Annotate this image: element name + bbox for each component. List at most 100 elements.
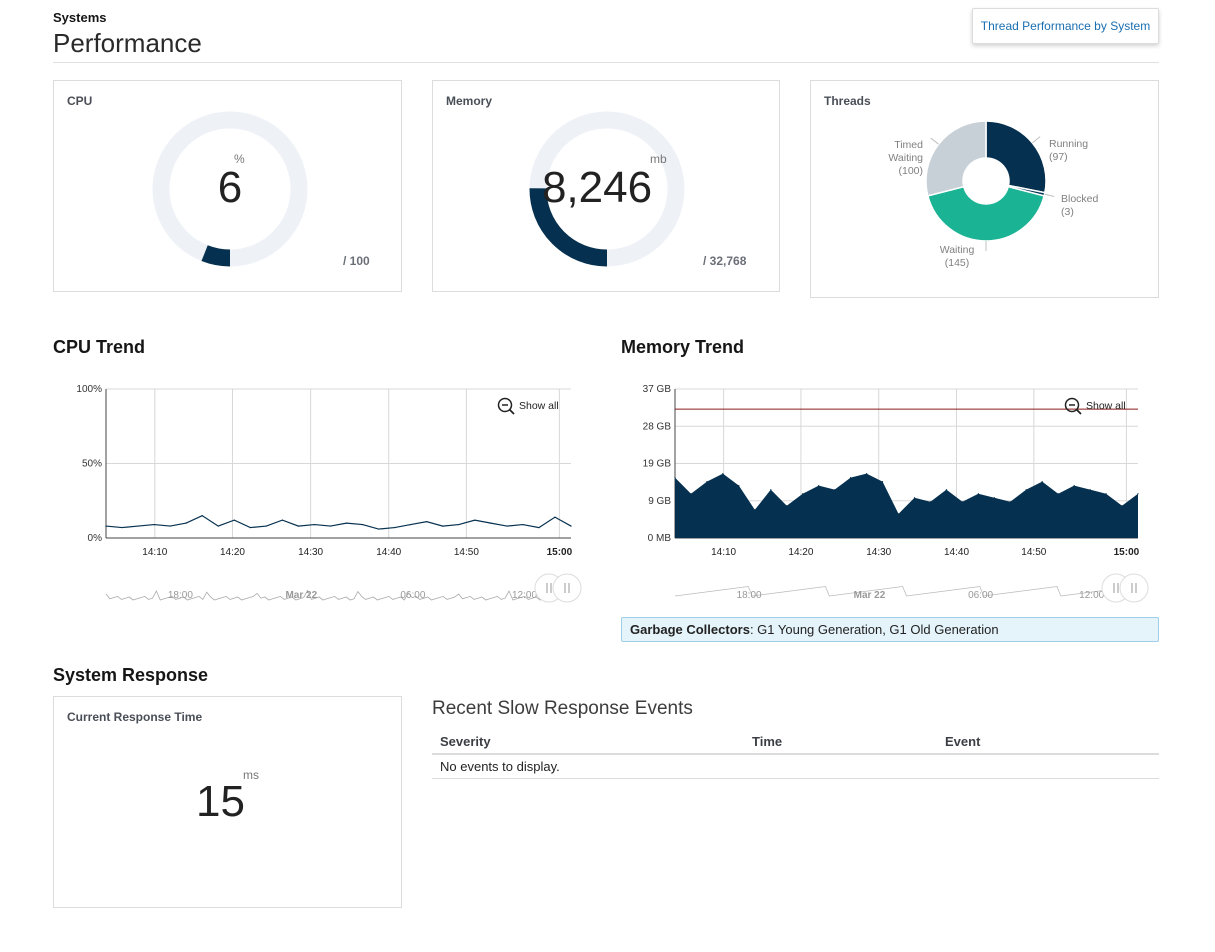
data-point (961, 501, 963, 503)
data-point (265, 525, 267, 527)
x-tick-label: 14:50 (1021, 547, 1046, 558)
navigator-label: 12:00 (1079, 590, 1104, 601)
svg-text:(3): (3) (1061, 206, 1074, 218)
column-severity[interactable]: Severity (432, 730, 744, 755)
zoom-out-icon (497, 397, 513, 413)
data-point (394, 526, 396, 529)
threads-slice-label-2: Waiting(145) (940, 244, 975, 269)
cpu-gauge-fill (201, 245, 231, 267)
column-event[interactable]: Event (937, 730, 1159, 755)
threads-connector-0 (1032, 136, 1041, 144)
data-point (1025, 489, 1027, 491)
x-tick-label: 14:40 (944, 547, 969, 558)
threads-connector-3 (930, 137, 939, 145)
y-tick-label: 37 GB (643, 384, 672, 395)
memory-trend-chart: 37 GB 28 GB 19 GB 9 GB 0 MB 14:10 14:20 14:30 14… (643, 384, 1149, 603)
data-point (1089, 489, 1091, 491)
thread-performance-button[interactable]: Thread Performance by System (972, 8, 1159, 44)
data-point (850, 476, 852, 479)
data-point (297, 525, 300, 527)
data-point (426, 521, 428, 523)
cpu-trend-chart: 100% 50% 0% 14:10 14:20 14:30 14:40 14:50 15:00 S… (76, 384, 582, 603)
data-point (1105, 493, 1107, 495)
navigator-handle[interactable] (552, 573, 582, 603)
show-all-button[interactable]: Show all (497, 397, 559, 415)
threads-slice-0 (985, 120, 1047, 194)
data-point (442, 525, 444, 527)
threads-donut-chart: Running(97)Blocked(3)Waiting(145)TimedWa… (888, 120, 1099, 269)
response-value: 15 (196, 777, 245, 826)
threads-card-label: Threads (824, 94, 871, 108)
memory-trend-title: Memory Trend (621, 337, 745, 357)
memory-max: / 32,768 (703, 254, 747, 268)
cpu-max: / 100 (343, 254, 370, 268)
y-tick-label: 9 GB (648, 496, 671, 507)
data-point (722, 472, 724, 475)
data-point (993, 497, 995, 499)
navigator-label: 18:00 (168, 590, 193, 601)
data-point (410, 523, 412, 526)
garbage-collectors-bar: Garbage Collectors: G1 Young Generation,… (621, 617, 1159, 642)
data-point (233, 519, 235, 521)
cpu-unit: % (234, 152, 245, 166)
threads-card: Threads Running (97) Blocked (3) Waiting (145… (810, 80, 1159, 298)
x-tick-label: 14:40 (376, 547, 401, 558)
threads-slice-label-1: Blocked(3) (1061, 193, 1099, 218)
data-point (706, 481, 708, 483)
svg-text:(145): (145) (945, 257, 970, 269)
navigator-label: Mar 22 (285, 590, 317, 601)
data-point (538, 526, 540, 529)
cpu-line-series (105, 514, 572, 530)
data-point (865, 472, 868, 475)
navigator-handle[interactable] (1119, 573, 1149, 603)
data-point (770, 489, 772, 491)
data-point (329, 525, 332, 527)
data-point (913, 497, 916, 499)
y-tick-label: 28 GB (643, 421, 672, 432)
data-point (1041, 481, 1043, 483)
data-point (490, 522, 492, 524)
data-point (458, 523, 460, 526)
x-tick-label: 15:00 (1114, 547, 1140, 558)
cpu-card-label: CPU (67, 94, 93, 108)
navigator-label: 06:00 (968, 590, 993, 601)
x-tick-label: 14:20 (788, 547, 813, 558)
data-point (786, 505, 788, 507)
cpu-card: CPU 6 % / 100 (53, 80, 402, 292)
data-point (945, 489, 948, 491)
svg-text:Waiting: Waiting (888, 152, 923, 164)
data-point (377, 528, 380, 530)
svg-text:(97): (97) (1049, 151, 1068, 163)
threads-slice-3 (925, 120, 987, 197)
table-row: No events to display. (432, 754, 1159, 779)
threads-slice-label-0: Running(97) (1049, 138, 1088, 163)
data-point (570, 525, 572, 527)
time-navigator: 18:00 Mar 22 06:00 12:00 (105, 573, 582, 603)
show-all-button[interactable]: Show all (1064, 397, 1126, 415)
empty-message: No events to display. (432, 754, 1159, 779)
navigator-label: 12:00 (512, 590, 537, 601)
data-point (185, 522, 187, 524)
data-point (105, 525, 107, 527)
data-point (738, 485, 740, 487)
x-tick-label: 14:10 (142, 547, 167, 558)
x-tick-label: 14:20 (220, 547, 245, 558)
data-point (977, 493, 979, 495)
svg-text:Timed: Timed (894, 139, 923, 151)
memory-gauge-fill (529, 188, 608, 267)
memory-value: 8,246 (541, 163, 653, 212)
gc-label: Garbage Collectors (630, 622, 750, 637)
memory-gauge (529, 111, 685, 267)
y-tick-label: 19 GB (643, 459, 672, 470)
table-header-row: Severity Time Event (432, 730, 1159, 755)
data-point (522, 523, 524, 526)
data-point (121, 526, 123, 529)
data-point (1009, 501, 1011, 503)
column-time[interactable]: Time (744, 730, 937, 755)
data-point (153, 523, 155, 526)
data-point (929, 501, 932, 503)
navigator-series (105, 589, 572, 601)
response-card-label: Current Response Time (67, 710, 203, 724)
data-point (474, 519, 476, 521)
